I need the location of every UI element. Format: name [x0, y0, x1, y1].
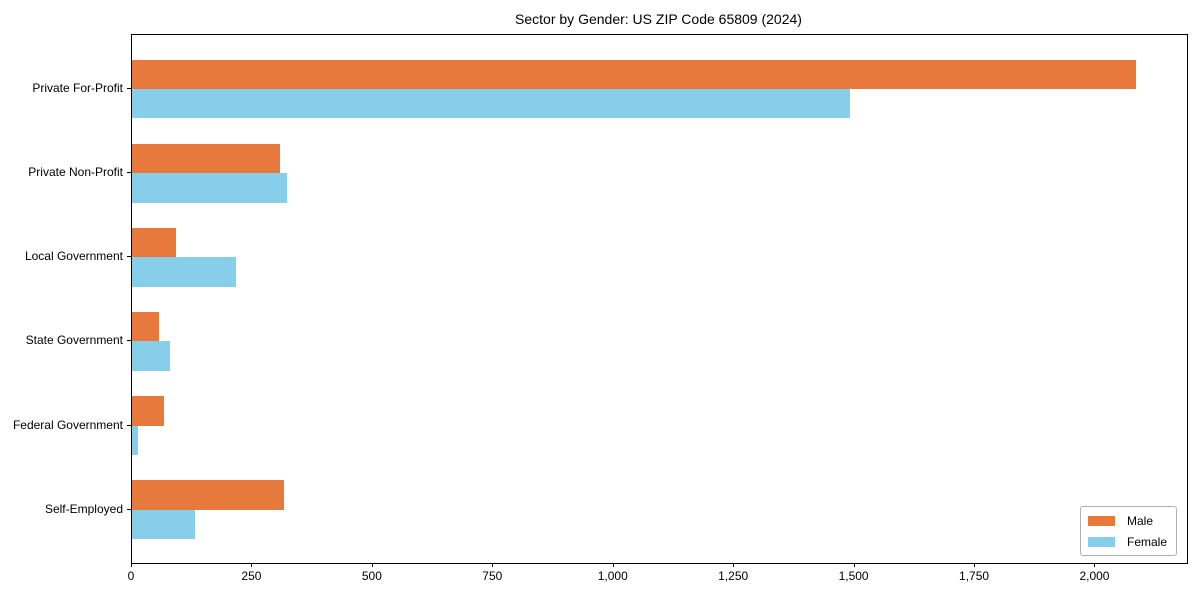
x-tick-label: 1,000	[597, 569, 628, 583]
y-tick-mark	[127, 424, 131, 426]
bar-male-2	[132, 143, 281, 174]
legend-label-male: Male	[1126, 513, 1153, 528]
x-tick-mark	[974, 563, 976, 567]
x-tick-label: 1,750	[959, 569, 990, 583]
x-tick-label: 0	[127, 569, 135, 583]
x-tick-mark	[492, 563, 494, 567]
bar-male-4	[132, 312, 160, 342]
legend-entry-male: Male	[1087, 512, 1167, 529]
x-tick-label: 1,500	[838, 569, 869, 583]
x-tick-label: 1,250	[718, 569, 749, 583]
bar-female-6	[132, 509, 196, 540]
x-tick-mark	[131, 563, 132, 567]
bar-female-4	[132, 341, 171, 371]
x-tick-label: 250	[241, 569, 262, 583]
bar-female-5	[132, 425, 139, 455]
x-tick-mark	[371, 563, 373, 567]
y-tick-label: Federal Government	[12, 417, 123, 432]
legend-label-female: Female	[1126, 534, 1167, 549]
chart-title: Sector by Gender: US ZIP Code 65809 (202…	[515, 11, 802, 27]
y-tick-label: Self-Employed	[44, 501, 123, 516]
bar-female-2	[132, 173, 288, 203]
bar-female-3	[132, 257, 237, 287]
bar-female-1	[132, 89, 850, 119]
y-tick-label: State Government	[25, 333, 123, 348]
bar-male-3	[132, 227, 176, 258]
x-tick-label: 500	[361, 569, 382, 583]
bar-male-6	[132, 480, 284, 510]
x-tick-mark	[1094, 563, 1096, 567]
y-tick-mark	[127, 256, 131, 258]
plot-area: Male Female	[131, 34, 1188, 564]
legend: Male Female	[1079, 506, 1177, 556]
y-tick-mark	[127, 340, 131, 342]
bar-male-1	[132, 59, 1137, 89]
x-tick-mark	[251, 563, 253, 567]
legend-swatch-male	[1087, 515, 1115, 526]
x-tick-mark	[733, 563, 735, 567]
y-tick-label: Local Government	[24, 249, 123, 264]
y-tick-mark	[127, 172, 131, 174]
x-tick-mark	[612, 563, 614, 567]
y-tick-label: Private Non-Profit	[28, 165, 123, 180]
y-tick-mark	[127, 88, 131, 89]
legend-swatch-female	[1087, 536, 1115, 547]
bar-male-5	[132, 396, 164, 426]
y-tick-label: Private For-Profit	[32, 81, 123, 95]
x-tick-label: 2,000	[1079, 569, 1110, 583]
x-tick-label: 750	[482, 569, 503, 583]
y-tick-mark	[127, 508, 131, 510]
legend-entry-female: Female	[1087, 533, 1167, 550]
x-tick-mark	[853, 563, 855, 567]
